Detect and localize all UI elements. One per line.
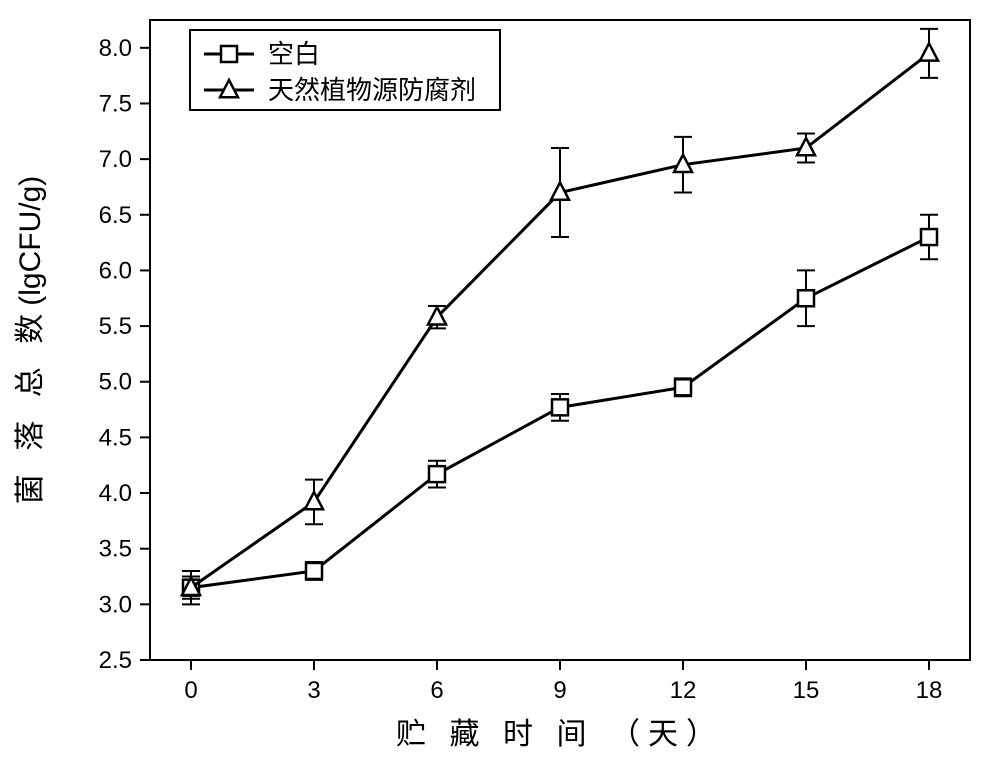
triangle-marker	[797, 138, 815, 155]
square-marker	[921, 229, 937, 245]
legend-label: 空白	[268, 40, 320, 69]
x-tick-label: 12	[670, 677, 697, 704]
series-line	[191, 53, 929, 587]
y-tick-label: 6.5	[99, 202, 132, 229]
y-tick-label: 3.0	[99, 591, 132, 618]
y-tick-label: 5.5	[99, 313, 132, 340]
x-tick-label: 18	[916, 677, 943, 704]
y-tick-label: 4.5	[99, 424, 132, 451]
x-tick-label: 15	[793, 677, 820, 704]
y-tick-label: 5.0	[99, 369, 132, 396]
y-tick-label: 7.5	[99, 90, 132, 117]
square-marker	[306, 563, 322, 579]
x-tick-label: 9	[553, 677, 566, 704]
x-axis-title: 贮 藏 时 间 （天）	[396, 718, 724, 751]
legend-square-icon	[221, 46, 237, 62]
square-marker	[429, 466, 445, 482]
square-marker	[798, 290, 814, 306]
chart-container: 0 3 6 9 12 15 18 2.5 3.0 3.5 4.0 4.5 5.0 5.5 6.0 6.5 7.0…	[0, 0, 1000, 764]
chart-svg: 0 3 6 9 12 15 18 2.5 3.0 3.5 4.0 4.5 5.0 5.5 6.0 6.5 7.0…	[0, 0, 1000, 764]
square-marker	[552, 399, 568, 415]
y-tick-label: 8.0	[99, 35, 132, 62]
y-axis-title: 菌 落 总 数(lgCFU/g)	[14, 176, 47, 505]
legend-label: 天然植物源防腐剂	[268, 76, 476, 105]
y-tick-label: 2.5	[99, 647, 132, 674]
x-tick-label: 3	[307, 677, 320, 704]
x-tick-label: 6	[430, 677, 443, 704]
square-marker	[675, 379, 691, 395]
y-tick-label: 7.0	[99, 146, 132, 173]
y-tick-label: 3.5	[99, 536, 132, 563]
y-tick-label: 4.0	[99, 480, 132, 507]
triangle-marker	[920, 43, 938, 60]
y-tick-label: 6.0	[99, 257, 132, 284]
x-tick-label: 0	[184, 677, 197, 704]
